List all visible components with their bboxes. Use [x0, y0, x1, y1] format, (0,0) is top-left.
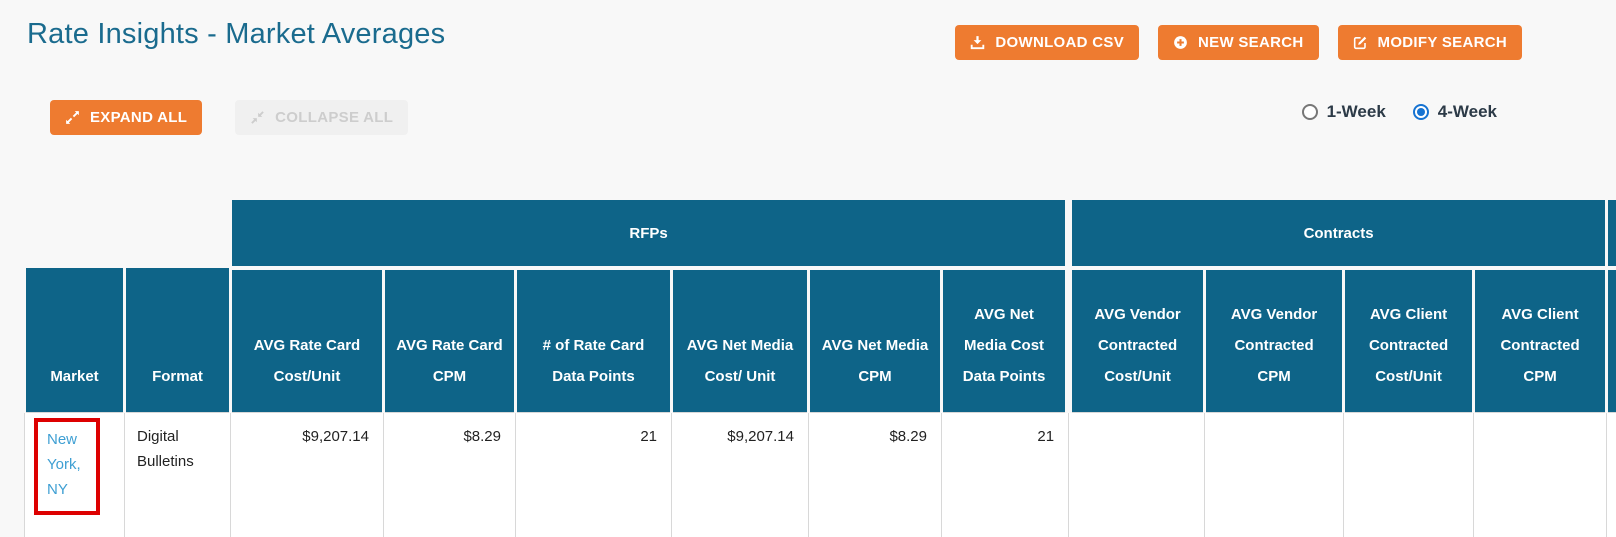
group-header-rfps: RFPs [228, 200, 1071, 270]
market-link[interactable]: New York, NY [47, 430, 81, 498]
column-header-net-media-cost-data-points: AVG Net Media Cost Data Points [939, 268, 1071, 412]
collapse-icon [251, 111, 264, 124]
avg-rate-card-cpm-cell: $8.29 [383, 411, 516, 537]
column-header-market: Market [23, 268, 126, 412]
column-header-rate-card-data-points: # of Rate Card Data Points [514, 268, 673, 412]
expand-all-label: EXPAND ALL [90, 109, 188, 126]
download-csv-label: DOWNLOAD CSV [995, 34, 1125, 51]
group-header-spacer [25, 200, 231, 268]
avg-net-media-cpm-cell: $8.29 [808, 411, 942, 537]
avg-vendor-contracted-cost-unit-cell [1068, 411, 1206, 537]
market-cell: New York, NY [24, 411, 125, 537]
modify-search-button[interactable]: MODIFY SEARCH [1337, 25, 1522, 60]
column-header-avg-net-media-cost-unit: AVG Net Media Cost/ Unit [670, 268, 810, 412]
cutoff-cell [1606, 411, 1616, 537]
column-header-avg-client-contracted-cost-unit: AVG Client Contracted Cost/Unit [1342, 268, 1476, 412]
column-header-avg-net-media-cpm: AVG Net Media CPM [807, 268, 943, 412]
net-media-cost-data-points-cell: 21 [940, 411, 1070, 537]
rate-card-data-points-cell: 21 [515, 411, 672, 537]
modify-search-label: MODIFY SEARCH [1377, 34, 1507, 51]
column-header-avg-vendor-contracted-cpm: AVG Vendor Contracted CPM [1203, 268, 1346, 412]
new-search-label: NEW SEARCH [1198, 34, 1304, 51]
avg-rate-card-cost-unit-cell: $9,207.14 [230, 411, 384, 537]
market-averages-table-wrap: RFPs Contracts Market Format AVG Rate Ca… [23, 200, 1616, 537]
group-header-row: RFPs Contracts [25, 200, 1616, 270]
group-header-contracts: Contracts [1065, 200, 1609, 270]
radio-4-week-label: 4-Week [1437, 102, 1497, 121]
radio-1-week-label: 1-Week [1326, 102, 1386, 121]
radio-4-week[interactable]: 4-Week [1412, 102, 1497, 122]
avg-client-contracted-cost-unit-cell [1343, 411, 1475, 537]
group-header-cutoff [1605, 200, 1616, 270]
column-header-row: Market Format AVG Rate Card Cost/Unit AV… [23, 268, 1616, 412]
avg-client-contracted-cpm-cell [1473, 411, 1608, 537]
column-header-avg-rate-card-cpm: AVG Rate Card CPM [382, 268, 517, 412]
radio-1-week-dot[interactable] [1301, 104, 1318, 120]
column-header-avg-rate-card-cost-unit: AVG Rate Card Cost/Unit [229, 268, 385, 412]
avg-vendor-contracted-cpm-cell [1204, 411, 1345, 537]
toolbar: DOWNLOAD CSV NEW SEARCH MODIFY SEARCH [955, 25, 1522, 60]
new-search-button[interactable]: NEW SEARCH [1158, 25, 1319, 60]
download-csv-button[interactable]: DOWNLOAD CSV [955, 25, 1140, 60]
plus-circle-icon [1174, 36, 1187, 49]
expand-icon [66, 111, 79, 124]
column-header-avg-vendor-contracted-cost-unit: AVG Vendor Contracted Cost/Unit [1065, 268, 1207, 412]
avg-net-media-cost-unit-cell: $9,207.14 [671, 411, 809, 537]
column-header-format: Format [123, 268, 232, 412]
column-header-avg-client-contracted-cpm: AVG Client Contracted CPM [1472, 268, 1609, 412]
radio-4-week-dot[interactable] [1412, 104, 1429, 120]
page-title: Rate Insights - Market Averages [27, 18, 446, 50]
radio-1-week[interactable]: 1-Week [1301, 102, 1386, 122]
format-cell: Digital Bulletins [124, 411, 231, 537]
market-averages-table: RFPs Contracts Market Format AVG Rate Ca… [23, 200, 1616, 537]
collapse-all-button[interactable]: COLLAPSE ALL [235, 100, 409, 135]
annotation-highlight-box: New York, NY [34, 417, 100, 515]
download-icon [971, 36, 985, 50]
period-toggle: 1-Week 4-Week [1301, 102, 1497, 122]
collapse-all-label: COLLAPSE ALL [275, 109, 394, 126]
edit-icon [1353, 36, 1366, 50]
expand-all-button[interactable]: EXPAND ALL [50, 100, 203, 135]
table-row: New York, NY Digital Bulletins $9,207.14… [24, 411, 1616, 537]
column-header-cutoff [1605, 268, 1616, 412]
expand-collapse-controls: EXPAND ALL COLLAPSE ALL [50, 100, 409, 135]
